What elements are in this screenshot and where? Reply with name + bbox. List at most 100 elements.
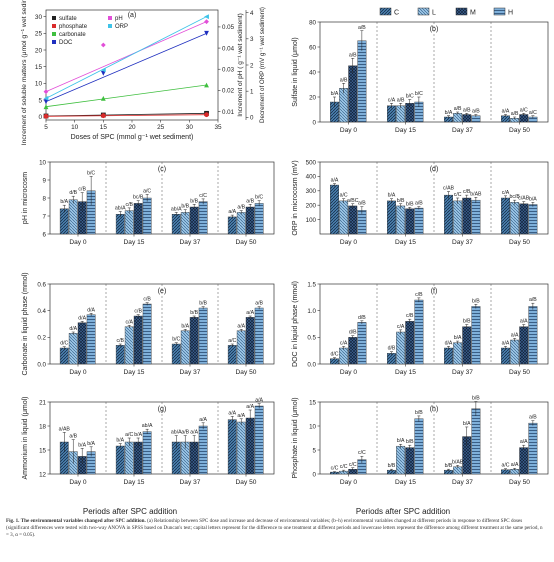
significance-label: c/B [463,189,471,195]
y-tick-label: 30 [35,14,43,21]
x-tick-label: Day 15 [395,479,416,486]
bar-L [124,210,134,235]
significance-label: d/B [69,190,77,196]
fit-line-sulfate [45,112,207,117]
significance-label: c/B [143,297,151,303]
point-pH [100,42,106,48]
significance-label: b/B [181,204,189,210]
point-ORP [43,95,49,101]
significance-label: b/A [60,199,68,205]
significance-label: c/AB [443,186,454,192]
significance-label: a/B [255,301,263,307]
legend-swatch-M [455,7,468,16]
significance-label: b/A [463,421,471,427]
bar-H [528,422,538,475]
bar-M [189,317,199,365]
y-right-tick-label: 0.05 [222,24,235,31]
bar-M [405,208,415,235]
caption-body: (a) Relationship between SPC dose and in… [6,518,543,538]
x-tick-label: Day 50 [236,479,257,486]
significance-label: d/B [388,346,396,352]
bar-M [348,205,358,235]
bar-C [115,445,125,475]
x-tick-label: Day 37 [452,127,473,134]
y-tick-label: 100 [306,217,317,224]
y-tick-label: 60 [309,44,316,51]
significance-label: b/B [199,301,207,307]
significance-label: d/C [60,341,68,347]
legend-label-phosphate: phosphate [59,24,88,30]
significance-label: a/A [331,178,339,184]
x-tick-label: Day 50 [509,369,530,376]
legend-swatch-H [493,7,506,16]
bar-H [471,199,481,235]
significance-label: a/A [190,430,198,436]
significance-label: d/A [69,326,77,332]
legend-label-DOC: DOC [59,40,73,46]
y-tick-label: 18 [39,423,46,430]
y-tick-label: 0 [313,471,317,478]
bar-H [142,431,152,475]
y-right2-axis-label: Decrement of ORP (mV g⁻¹ wet sediment) [259,7,266,123]
bar-H [528,306,538,365]
significance-label: a/BC [347,198,359,204]
y-tick-label: 200 [306,203,317,210]
x-tick-label: Day 50 [509,239,530,246]
x-tick-label: Day 15 [395,239,416,246]
fit-line-DOC [45,32,207,103]
bar-H [528,204,538,235]
x-tick-label: Day 0 [340,479,358,486]
legend-label-H: H [508,10,513,17]
x-tick-label: Day 37 [452,239,473,246]
bar-M [133,203,143,235]
significance-label: a/C [143,188,151,194]
bar-L [453,342,463,365]
bar-H [414,418,424,475]
significance-label: b/C [87,170,95,176]
x-tick-label: 30 [186,124,194,131]
bar-H [198,425,208,475]
significance-label: b/A [445,110,453,116]
bar-L [236,212,246,235]
bar-L [339,88,349,123]
significance-label: a/A [511,332,519,338]
significance-label: a/C [520,107,528,113]
y-axis-label: DOC in liquid phase (mmol) [292,281,299,367]
significance-label: c/B [415,292,423,298]
significance-label: b/B [406,439,414,445]
x-tick-label: 35 [214,124,222,131]
significance-label: c/C [340,464,348,470]
bar-L [510,339,520,365]
point-phosphate [204,112,209,118]
y-tick-label: 25 [35,31,43,38]
x-tick-label: Day 15 [124,479,145,486]
significance-label: d/C [330,352,338,358]
significance-label: d/B [358,315,366,321]
panels: (a)5 10 15 20 25 30 350510152025300.010.020.03… [21,0,549,486]
y-right-tick-label: 0.01 [222,109,235,116]
significance-label: b/B [397,198,405,204]
x-tick-label: Day 15 [395,127,416,134]
significance-label: b/A [454,335,462,341]
bar-C [59,347,69,365]
significance-label: a/A [520,319,528,325]
bar-M [462,197,472,235]
x-tick-label: Day 50 [236,239,257,246]
significance-label: a/C [529,110,537,116]
significance-label: c/B [134,309,142,315]
fit-line-pH [45,21,207,93]
bar-M [189,206,199,235]
significance-label: a/B [246,198,254,204]
significance-label: b/B [388,463,396,469]
y-tick-label: 8 [43,195,47,202]
x-tick-label: 20 [128,124,136,131]
significance-label: a/B [358,201,366,207]
significance-label: b/A [87,441,95,447]
bar-L [396,445,406,475]
bar-M [245,317,255,365]
x-axis-label: Doses of SPC (mmol g⁻¹ wet sediment) [71,134,194,141]
significance-label: c/A [388,97,396,103]
significance-label: a/A [228,209,236,215]
